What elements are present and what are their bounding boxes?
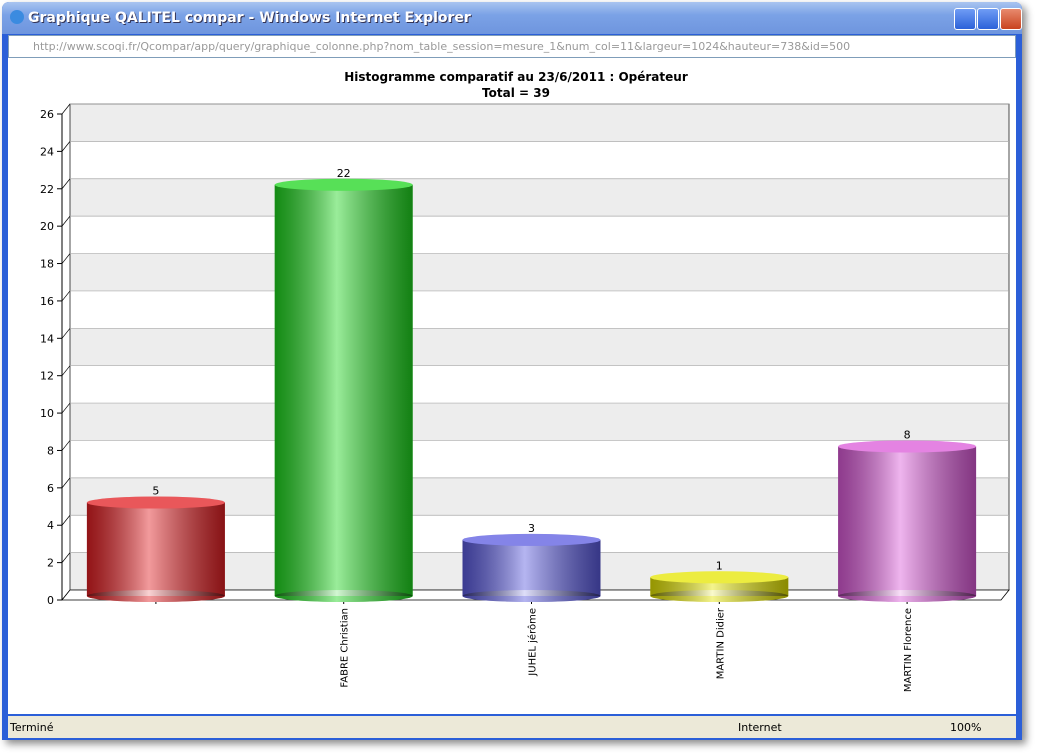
y-tick-label: 4 (47, 519, 54, 532)
bar-top-highlight (838, 440, 977, 453)
tick-diagonal (61, 215, 71, 227)
bar-top-highlight (650, 571, 789, 584)
tick-diagonal (61, 402, 71, 414)
minimize-button[interactable] (954, 8, 976, 30)
bar-shading (274, 184, 413, 596)
bar-shading-bottom (838, 590, 977, 602)
tick-diagonal (61, 290, 71, 302)
tick-diagonal (61, 515, 71, 526)
maximize-button[interactable] (977, 8, 999, 30)
value-label: 1 (716, 559, 723, 572)
bar-shading-bottom (86, 590, 225, 602)
y-tick-label: 12 (40, 370, 54, 383)
tick-diagonal (61, 103, 71, 115)
x-tick-label: JUHEL jérôme (527, 608, 539, 677)
y-tick-label: 22 (40, 183, 54, 196)
y-tick-label: 16 (40, 295, 54, 308)
y-tick-label: 6 (47, 482, 54, 495)
y-tick-label: 10 (40, 407, 54, 420)
bar-shading (86, 502, 225, 596)
tick-diagonal (61, 178, 71, 189)
y-tick-label: 2 (47, 557, 54, 570)
bar-shading-bottom (650, 590, 789, 602)
y-tick-label: 14 (40, 332, 54, 345)
y-tick-label: 8 (47, 444, 54, 457)
y-tick-label: 26 (40, 108, 54, 121)
title-bar: Graphique QALITEL compar - Windows Inter… (2, 2, 1022, 34)
close-button[interactable] (1000, 8, 1022, 30)
bar-top-highlight (86, 496, 225, 509)
status-text: Terminé (10, 721, 54, 734)
ie-icon (10, 10, 24, 24)
bar-top (462, 533, 601, 546)
zoom[interactable]: 100% (950, 721, 982, 734)
content: Histogramme comparatif au 23/6/2011 : Op… (8, 58, 1016, 714)
value-label: 5 (152, 485, 159, 498)
grid-band (70, 104, 1009, 142)
tick-diagonal (61, 477, 71, 489)
bar-top (838, 440, 977, 453)
bar-top-highlight (462, 533, 601, 546)
bar-shading (462, 539, 601, 596)
url: http://www.scoqi.fr/Qcompar/app/query/gr… (33, 40, 851, 53)
tick-diagonal (61, 253, 71, 264)
tick-diagonal (61, 365, 71, 376)
y-tick-label: 20 (40, 220, 54, 233)
y-tick-label: 24 (40, 145, 54, 158)
chart: Histogramme comparatif au 23/6/2011 : Op… (40, 70, 1010, 692)
bar-shading (838, 446, 977, 596)
x-tick-label: MARTIN Florence (903, 608, 914, 692)
bar-top (86, 496, 225, 509)
tick-diagonal (61, 141, 71, 152)
grid-band (70, 178, 1009, 217)
bar-top (650, 571, 789, 584)
chart-title: Histogramme comparatif au 23/6/2011 : Op… (344, 70, 688, 84)
grid-band (70, 328, 1009, 366)
y-tick-label: 18 (40, 258, 54, 271)
zone: Internet (738, 721, 782, 734)
status-bar: Terminé Internet 100% (8, 716, 1016, 738)
address-bar[interactable]: http://www.scoqi.fr/Qcompar/app/query/gr… (8, 35, 1016, 58)
value-label: 22 (337, 167, 351, 180)
bar-shading-bottom (274, 590, 413, 602)
grid-band (70, 253, 1009, 291)
tick-diagonal (61, 328, 71, 339)
bar-top (274, 178, 413, 191)
bar-top-highlight (274, 178, 413, 191)
grid-band (70, 403, 1009, 441)
chart-subtitle: Total = 39 (482, 86, 550, 100)
bar-shading-bottom (462, 590, 601, 602)
window-title: Graphique QALITEL compar - Windows Inter… (28, 10, 471, 26)
browser-window: Graphique QALITEL compar - Windows Inter… (2, 2, 1022, 740)
value-label: 8 (904, 428, 911, 441)
tick-diagonal (61, 440, 71, 451)
y-tick-label: 0 (47, 594, 54, 607)
value-label: 3 (528, 522, 535, 535)
x-tick-label: FABRE Christian (340, 608, 351, 688)
x-tick-label: MARTIN Didier (715, 607, 726, 679)
tick-diagonal (61, 552, 71, 563)
